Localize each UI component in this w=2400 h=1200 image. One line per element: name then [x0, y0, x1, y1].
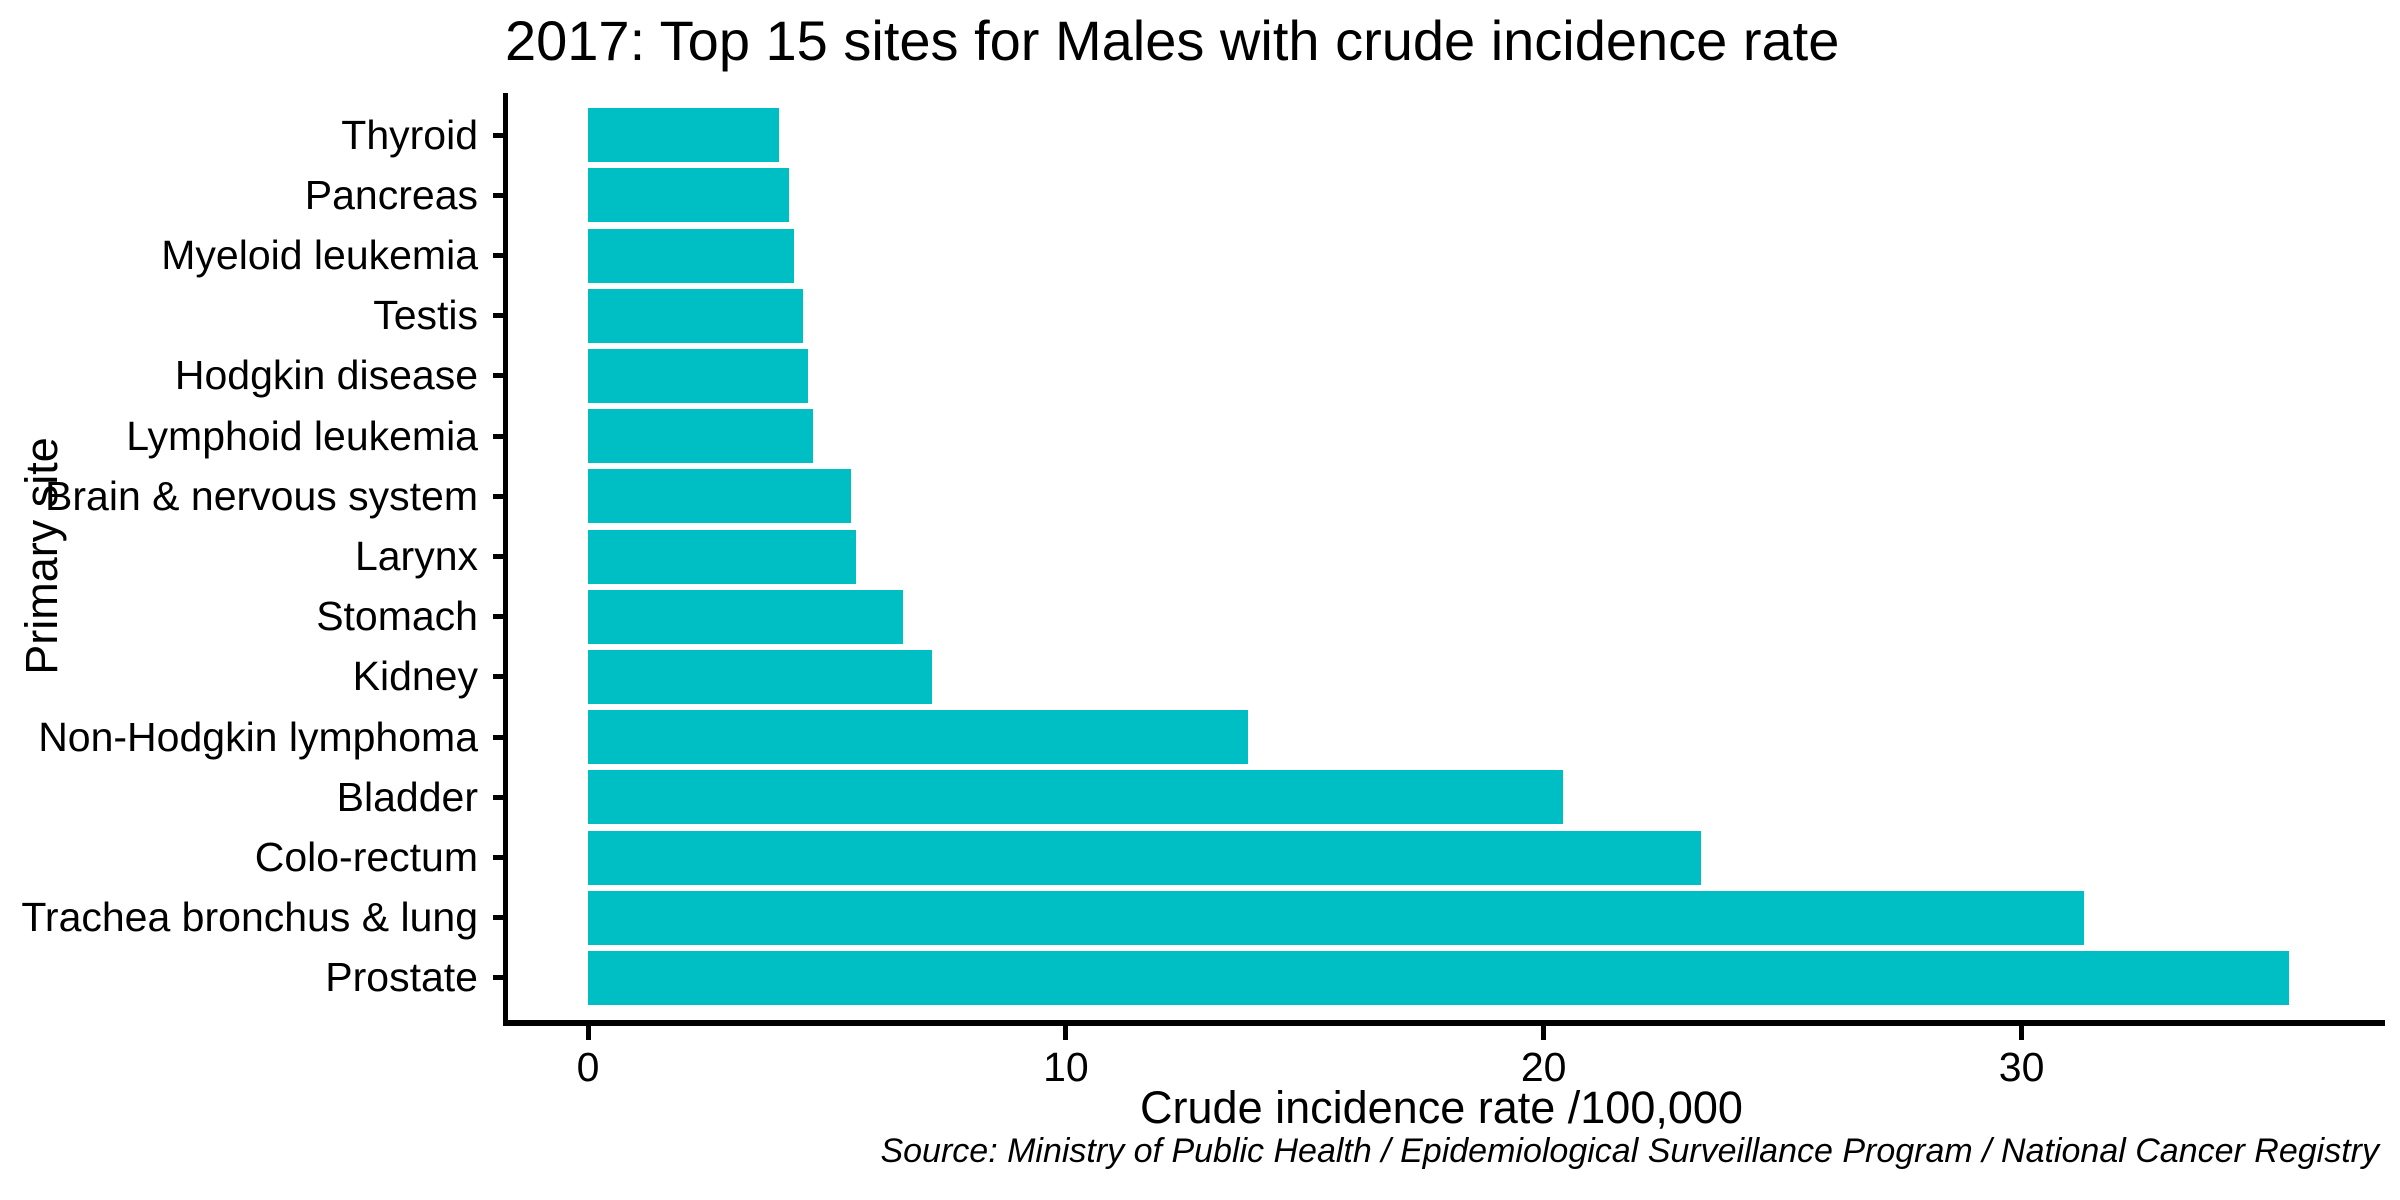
bar: [588, 710, 1248, 765]
x-axis-tick-label: 0: [576, 1044, 600, 1090]
category-label: Colo-rectum: [254, 834, 478, 881]
bar-row: Bladder: [0, 767, 2400, 827]
y-axis-tick: [493, 734, 503, 740]
y-axis-tick: [493, 674, 503, 680]
bar-row: Brain & nervous system: [0, 466, 2400, 526]
bar-row: Colo-rectum: [0, 827, 2400, 887]
bar-row: Lymphoid leukemia: [0, 406, 2400, 466]
chart-caption: Source: Ministry of Public Health / Epid…: [880, 1132, 2379, 1170]
bar-row: Stomach: [0, 587, 2400, 647]
bar: [588, 469, 851, 524]
y-axis-tick: [493, 554, 503, 560]
x-axis-tick-label: 30: [1998, 1044, 2045, 1090]
category-label: Non-Hodgkin lymphoma: [38, 713, 478, 760]
bar: [588, 890, 2084, 945]
category-label: Bladder: [336, 773, 478, 820]
bar-row: Thyroid: [0, 105, 2400, 165]
category-label: Prostate: [325, 954, 478, 1001]
category-label: Brain & nervous system: [45, 472, 478, 519]
category-label: Testis: [373, 292, 478, 339]
bar-rows: Thyroid Pancreas Myeloid leukemia Testis Hod…: [0, 93, 2400, 1020]
y-axis-tick: [493, 253, 503, 258]
bar-row: Prostate: [0, 948, 2400, 1008]
bar-row: Testis: [0, 286, 2400, 346]
chart-title: 2017: Top 15 sites for Males with crude …: [505, 9, 1840, 72]
category-label: Trachea bronchus & lung: [21, 894, 478, 941]
y-axis-tick: [493, 915, 503, 921]
y-axis-tick: [493, 855, 503, 861]
bar: [588, 288, 803, 343]
y-axis-tick: [493, 975, 503, 981]
y-axis-tick: [493, 313, 503, 319]
x-axis-tick-label: 20: [1520, 1044, 1567, 1090]
y-axis-tick: [493, 493, 503, 499]
bar: [588, 228, 794, 283]
y-axis-tick: [493, 132, 503, 138]
bar-row: Myeloid leukemia: [0, 225, 2400, 285]
bar: [588, 830, 1702, 885]
bar: [588, 950, 2290, 1005]
y-axis-tick: [493, 433, 503, 439]
x-axis-tick: [1541, 1026, 1547, 1040]
category-label: Stomach: [316, 593, 478, 640]
bar: [588, 589, 904, 644]
x-axis-tick: [2019, 1026, 2025, 1040]
category-label: Larynx: [354, 533, 478, 580]
bar: [588, 770, 1563, 825]
y-axis-tick: [493, 192, 503, 198]
bar: [588, 529, 856, 584]
x-axis-tick-label: 10: [1043, 1044, 1089, 1090]
bar-row: Pancreas: [0, 165, 2400, 225]
category-label: Pancreas: [304, 171, 478, 218]
bar: [588, 649, 933, 704]
category-label: Kidney: [352, 653, 478, 700]
category-label: Myeloid leukemia: [161, 232, 478, 278]
category-label: Lymphoid leukemia: [126, 412, 478, 459]
category-label: Hodgkin disease: [174, 352, 478, 399]
x-axis-tick: [1063, 1026, 1069, 1040]
bar-row: Kidney: [0, 647, 2400, 707]
bar: [588, 108, 780, 163]
bar-row: Non-Hodgkin lymphoma: [0, 707, 2400, 767]
bar: [588, 168, 789, 223]
bar-row: Larynx: [0, 526, 2400, 586]
y-axis-tick: [493, 794, 503, 800]
bar-row: Trachea bronchus & lung: [0, 888, 2400, 948]
bar: [588, 409, 813, 464]
bar: [588, 348, 808, 403]
x-axis-tick: [585, 1026, 591, 1040]
category-label: Thyroid: [341, 111, 478, 158]
bar-row: Hodgkin disease: [0, 346, 2400, 406]
y-axis-tick: [493, 614, 503, 620]
x-axis-title: Crude incidence rate /100,000: [1140, 1082, 1743, 1133]
y-axis-tick: [493, 373, 503, 379]
